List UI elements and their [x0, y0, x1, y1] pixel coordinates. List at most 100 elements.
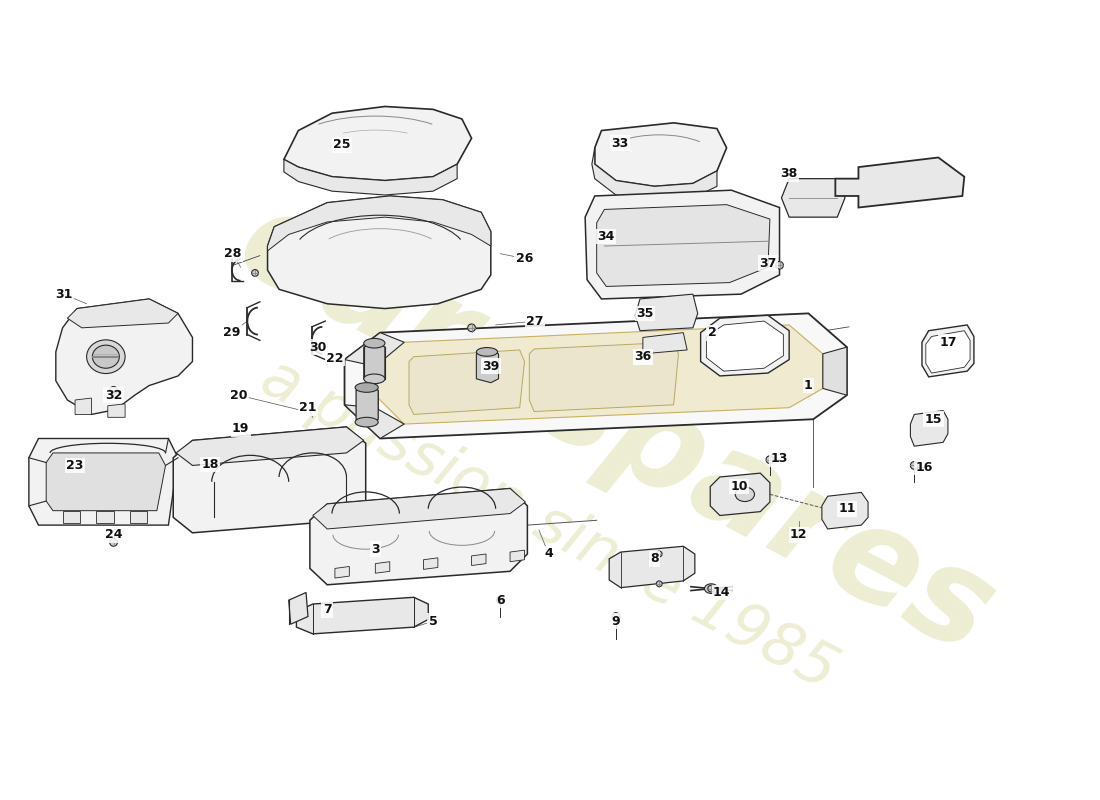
Polygon shape: [108, 404, 125, 418]
Text: 33: 33: [612, 137, 628, 150]
Polygon shape: [267, 196, 491, 309]
Text: 26: 26: [516, 252, 534, 265]
Polygon shape: [63, 510, 80, 523]
Polygon shape: [364, 342, 385, 384]
Polygon shape: [356, 386, 378, 424]
Polygon shape: [267, 196, 491, 251]
Ellipse shape: [766, 456, 773, 463]
Ellipse shape: [355, 418, 378, 427]
Text: 11: 11: [838, 502, 856, 515]
Polygon shape: [911, 410, 948, 446]
Polygon shape: [67, 299, 178, 328]
Polygon shape: [823, 347, 847, 395]
Text: 28: 28: [224, 247, 242, 260]
Polygon shape: [592, 148, 717, 201]
Text: 4: 4: [544, 547, 553, 561]
Ellipse shape: [468, 324, 475, 332]
Polygon shape: [284, 159, 458, 195]
Polygon shape: [344, 333, 404, 366]
Ellipse shape: [911, 462, 918, 470]
Text: 10: 10: [730, 480, 748, 493]
Polygon shape: [424, 558, 438, 570]
Polygon shape: [334, 566, 350, 578]
Polygon shape: [75, 398, 91, 414]
Text: 36: 36: [635, 350, 651, 363]
Text: 7: 7: [322, 603, 331, 616]
Ellipse shape: [110, 386, 118, 394]
Ellipse shape: [92, 345, 119, 368]
Polygon shape: [375, 325, 823, 424]
Text: 18: 18: [201, 458, 219, 471]
Polygon shape: [173, 427, 365, 533]
Text: 38: 38: [781, 167, 798, 180]
Ellipse shape: [355, 382, 378, 392]
Text: 2: 2: [707, 326, 716, 339]
Polygon shape: [635, 294, 697, 330]
Text: 31: 31: [55, 288, 73, 301]
Polygon shape: [29, 438, 178, 525]
Ellipse shape: [364, 374, 385, 384]
Polygon shape: [835, 158, 965, 207]
Text: 27: 27: [526, 314, 543, 327]
Text: 21: 21: [299, 401, 317, 414]
Polygon shape: [409, 350, 525, 414]
Text: 22: 22: [327, 352, 343, 365]
Polygon shape: [46, 453, 165, 510]
Polygon shape: [472, 554, 486, 566]
Text: 14: 14: [713, 586, 730, 599]
Polygon shape: [130, 510, 147, 523]
Ellipse shape: [476, 347, 497, 356]
Text: 9: 9: [612, 615, 620, 628]
Polygon shape: [296, 598, 428, 634]
Polygon shape: [510, 550, 525, 562]
Polygon shape: [288, 593, 308, 624]
Text: 20: 20: [230, 389, 248, 402]
Polygon shape: [310, 489, 527, 585]
Polygon shape: [701, 315, 789, 376]
Text: 17: 17: [939, 336, 957, 349]
Text: 16: 16: [915, 461, 933, 474]
Text: 1: 1: [804, 379, 813, 392]
Ellipse shape: [110, 538, 118, 546]
Ellipse shape: [612, 613, 619, 620]
Text: 37: 37: [759, 257, 777, 270]
Ellipse shape: [364, 338, 385, 348]
Polygon shape: [529, 342, 679, 411]
Polygon shape: [711, 473, 770, 515]
Polygon shape: [609, 546, 695, 588]
Text: 13: 13: [771, 452, 789, 466]
Text: 23: 23: [66, 459, 84, 472]
Ellipse shape: [657, 581, 662, 586]
Polygon shape: [822, 492, 868, 529]
Text: 34: 34: [597, 230, 615, 243]
Polygon shape: [312, 489, 526, 529]
Text: 32: 32: [104, 389, 122, 402]
Text: 30: 30: [309, 341, 327, 354]
Text: 29: 29: [223, 326, 241, 339]
Ellipse shape: [707, 586, 715, 592]
Polygon shape: [926, 330, 970, 373]
Ellipse shape: [252, 270, 258, 276]
Polygon shape: [922, 325, 974, 377]
Polygon shape: [56, 299, 192, 414]
Text: 24: 24: [104, 528, 122, 542]
Text: 12: 12: [790, 528, 807, 542]
Ellipse shape: [496, 596, 504, 604]
Text: 6: 6: [496, 594, 505, 606]
Ellipse shape: [704, 584, 718, 594]
Text: a passion since 1985: a passion since 1985: [251, 348, 846, 702]
Polygon shape: [642, 333, 688, 354]
Polygon shape: [706, 321, 783, 371]
Text: 3: 3: [371, 542, 380, 556]
Ellipse shape: [776, 262, 783, 269]
Polygon shape: [781, 178, 845, 217]
Text: 8: 8: [650, 552, 659, 566]
Ellipse shape: [657, 551, 662, 557]
Polygon shape: [344, 405, 404, 438]
Text: 15: 15: [925, 413, 943, 426]
Text: eurospares: eurospares: [218, 177, 1014, 681]
Polygon shape: [284, 106, 472, 181]
Polygon shape: [176, 427, 364, 466]
Polygon shape: [476, 350, 498, 382]
Text: 25: 25: [333, 138, 351, 151]
